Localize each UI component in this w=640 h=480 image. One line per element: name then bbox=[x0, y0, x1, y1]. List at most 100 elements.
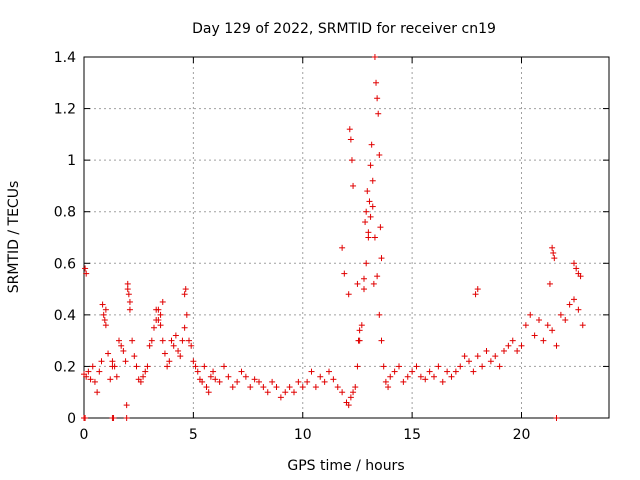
data-point bbox=[549, 327, 556, 334]
x-axis-label: GPS time / hours bbox=[287, 458, 404, 474]
x-tick-label: 0 bbox=[80, 427, 89, 443]
data-point bbox=[182, 286, 189, 293]
data-point bbox=[346, 126, 353, 133]
data-point bbox=[212, 376, 219, 383]
data-point bbox=[94, 389, 101, 396]
data-point bbox=[577, 273, 584, 280]
data-points bbox=[81, 54, 586, 421]
data-point bbox=[474, 286, 481, 293]
x-tick-label: 10 bbox=[294, 427, 312, 443]
data-point bbox=[109, 358, 116, 365]
data-point bbox=[571, 296, 577, 303]
data-point bbox=[205, 389, 212, 396]
data-point bbox=[553, 415, 560, 421]
data-point bbox=[256, 378, 262, 385]
data-point bbox=[573, 265, 580, 272]
data-point bbox=[123, 415, 130, 421]
data-point bbox=[199, 378, 206, 385]
data-point bbox=[260, 384, 267, 391]
y-axis-label: SRMTID / TECUs bbox=[6, 181, 22, 294]
data-point bbox=[370, 280, 377, 287]
data-point bbox=[380, 363, 387, 370]
data-point bbox=[125, 291, 132, 298]
data-point bbox=[194, 368, 201, 375]
data-point bbox=[452, 368, 459, 375]
data-point bbox=[505, 342, 512, 349]
data-point bbox=[400, 378, 407, 385]
data-point bbox=[544, 322, 551, 329]
data-point bbox=[509, 337, 516, 344]
data-point bbox=[110, 415, 117, 421]
data-point bbox=[192, 363, 199, 370]
data-point bbox=[364, 188, 371, 195]
data-point bbox=[367, 162, 374, 169]
data-point bbox=[181, 324, 188, 331]
data-point bbox=[188, 342, 195, 349]
data-point bbox=[391, 368, 398, 375]
data-point bbox=[426, 368, 433, 375]
data-point bbox=[151, 324, 157, 331]
data-point bbox=[295, 378, 302, 385]
data-point bbox=[376, 151, 383, 158]
data-point bbox=[347, 136, 354, 143]
data-point bbox=[387, 373, 394, 380]
data-point bbox=[557, 311, 564, 318]
data-point bbox=[166, 358, 173, 365]
data-point bbox=[374, 273, 381, 280]
y-tick-label: 0.6 bbox=[54, 256, 76, 272]
data-point bbox=[518, 342, 525, 349]
data-point bbox=[345, 291, 352, 298]
data-point bbox=[466, 358, 472, 365]
data-point bbox=[382, 378, 389, 385]
data-point bbox=[304, 378, 311, 385]
data-point bbox=[354, 363, 361, 370]
data-point bbox=[350, 182, 357, 189]
data-point bbox=[210, 368, 217, 375]
data-point bbox=[356, 327, 363, 334]
data-point bbox=[375, 110, 382, 117]
data-point bbox=[367, 213, 374, 220]
data-point bbox=[155, 317, 162, 324]
data-point bbox=[277, 394, 284, 401]
data-point bbox=[251, 376, 258, 383]
data-point bbox=[479, 363, 486, 370]
data-point bbox=[98, 358, 105, 365]
data-point bbox=[373, 79, 380, 86]
data-point bbox=[457, 363, 464, 370]
data-point bbox=[83, 373, 90, 380]
data-point bbox=[96, 368, 103, 375]
data-point bbox=[553, 342, 560, 349]
data-point bbox=[299, 384, 306, 391]
data-point bbox=[417, 373, 424, 380]
data-point bbox=[221, 363, 227, 370]
data-point bbox=[439, 378, 446, 385]
data-point bbox=[352, 384, 359, 391]
data-point bbox=[179, 337, 186, 344]
data-point bbox=[361, 286, 367, 293]
data-point bbox=[461, 353, 468, 360]
x-tick-label: 20 bbox=[513, 427, 531, 443]
data-point bbox=[339, 244, 346, 251]
grid-lines bbox=[84, 57, 609, 418]
data-point bbox=[409, 368, 416, 375]
data-point bbox=[124, 286, 131, 293]
data-point bbox=[308, 368, 315, 375]
data-point bbox=[365, 229, 372, 236]
data-point bbox=[363, 260, 370, 267]
plot-frame bbox=[83, 56, 610, 419]
data-point bbox=[201, 363, 208, 370]
data-point bbox=[348, 157, 355, 164]
data-point bbox=[413, 363, 420, 370]
data-point bbox=[87, 376, 94, 383]
data-point bbox=[131, 353, 138, 360]
data-point bbox=[82, 415, 89, 421]
data-point bbox=[242, 373, 249, 380]
data-point bbox=[124, 280, 131, 287]
data-point bbox=[116, 337, 122, 344]
data-point bbox=[326, 368, 332, 375]
data-point bbox=[531, 332, 538, 339]
data-point bbox=[99, 301, 106, 308]
data-point bbox=[247, 384, 254, 391]
data-point bbox=[181, 291, 188, 298]
